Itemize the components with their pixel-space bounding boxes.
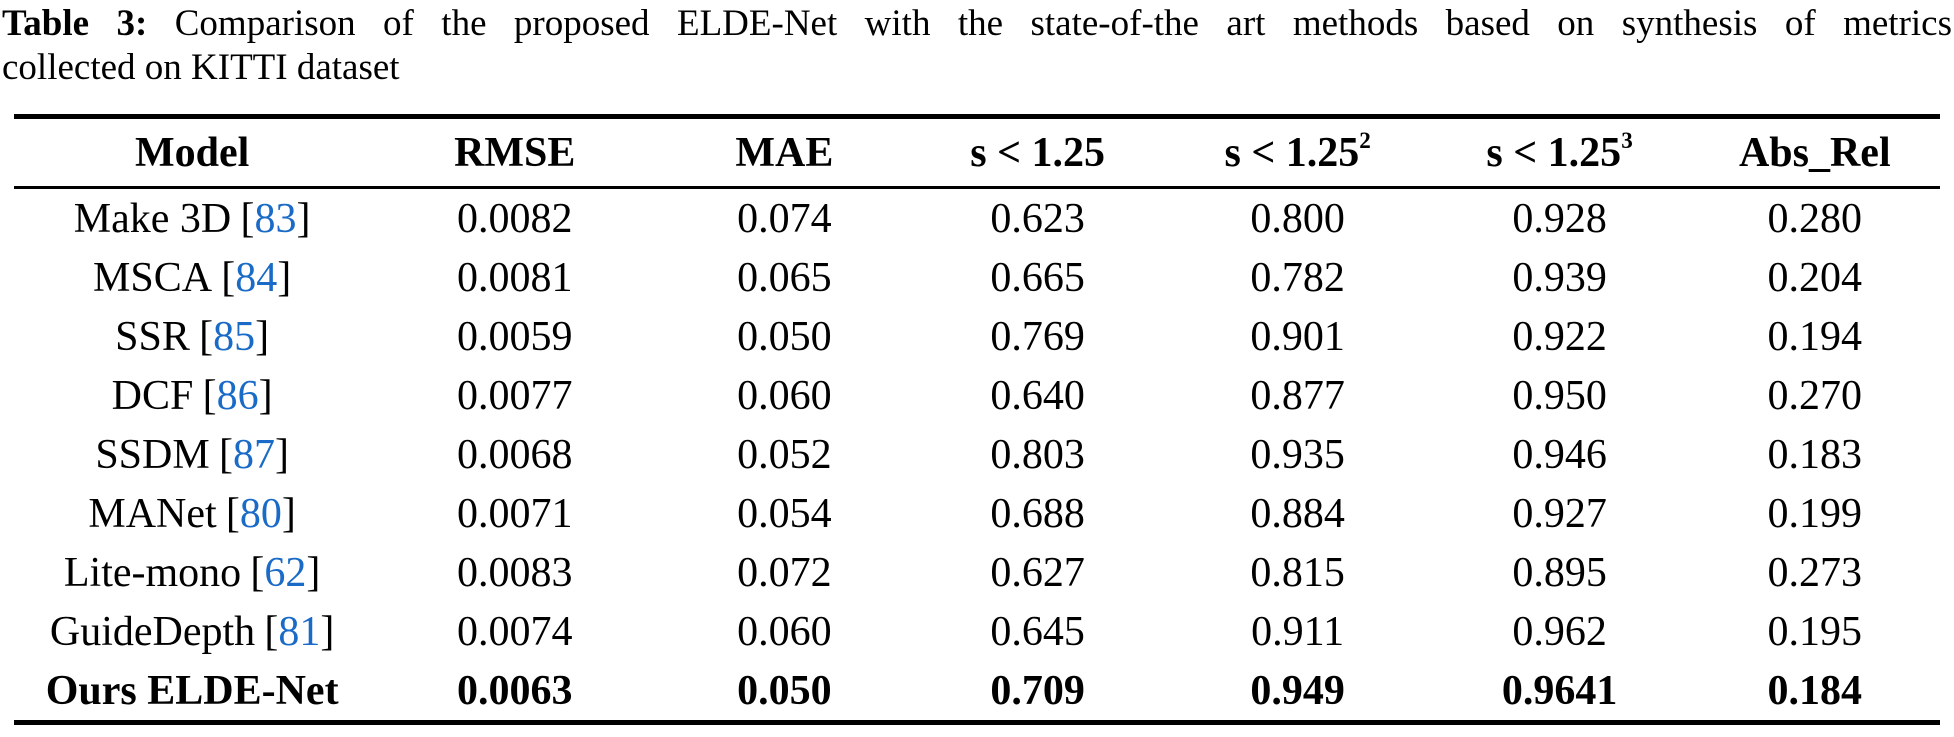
table-row: SSDM [87] 0.0068 0.052 0.803 0.935 0.946 … [14, 425, 1940, 484]
mae-cell: 0.074 [737, 195, 832, 242]
mae-cell: 0.052 [737, 431, 832, 478]
delta2-cell: 0.911 [1251, 608, 1345, 655]
delta2-cell: 0.949 [1250, 667, 1345, 714]
citation-link[interactable]: 87 [232, 431, 275, 478]
table-caption: Table 3: Comparison of the proposed ELDE… [0, 0, 1954, 90]
model-cell: GuideDepth [81] [49, 608, 335, 655]
absrel-cell: 0.194 [1767, 313, 1863, 360]
rmse-cell: 0.0074 [456, 608, 573, 655]
absrel-cell: 0.195 [1767, 608, 1863, 655]
table-row: Lite-mono [62] 0.0083 0.072 0.627 0.815 0… [14, 543, 1940, 602]
table-caption-text: Comparison of the proposed ELDE-Net with… [147, 3, 1952, 44]
table-row: Make 3D [83] 0.0082 0.074 0.623 0.800 0.9… [14, 188, 1940, 249]
delta1-cell: 0.769 [990, 313, 1085, 360]
table-row: MSCA [84] 0.0081 0.065 0.665 0.782 0.939 … [14, 248, 1940, 307]
model-cell: MSCA [84] [93, 254, 292, 301]
citation-link[interactable]: 62 [264, 549, 307, 596]
col-header-s2: s < 1.252 [1165, 116, 1430, 189]
table-caption-line1: Table 3: Comparison of the proposed ELDE… [2, 2, 1952, 46]
absrel-cell: 0.184 [1767, 667, 1863, 714]
delta1-cell: 0.645 [990, 608, 1085, 655]
model-cell: SSDM [87] [95, 431, 289, 478]
rmse-cell: 0.0083 [456, 549, 573, 596]
citation-link[interactable]: 84 [235, 254, 278, 301]
delta1-cell: 0.709 [990, 667, 1085, 714]
citation-link[interactable]: 83 [254, 195, 297, 242]
col-header-rmse: RMSE [370, 116, 660, 189]
delta2-cell: 0.935 [1250, 431, 1345, 478]
header-row: Model RMSE MAE s < 1.25 s < 1.252 s < 1.… [14, 116, 1940, 189]
mae-cell: 0.050 [737, 667, 832, 714]
absrel-cell: 0.204 [1767, 254, 1863, 301]
delta1-cell: 0.688 [990, 490, 1085, 537]
col-header-mae: MAE [659, 116, 910, 189]
mae-cell: 0.072 [737, 549, 832, 596]
model-cell: SSR [85] [115, 313, 270, 360]
table-row: DCF [86] 0.0077 0.060 0.640 0.877 0.950 0… [14, 366, 1940, 425]
table-row: MANet [80] 0.0071 0.054 0.688 0.884 0.927… [14, 484, 1940, 543]
delta2-cell: 0.901 [1250, 313, 1345, 360]
mae-cell: 0.054 [737, 490, 832, 537]
col-header-s3: s < 1.253 [1429, 116, 1690, 189]
delta3-cell: 0.9641 [1501, 667, 1618, 714]
rmse-cell: 0.0071 [456, 490, 573, 537]
delta3-cell: 0.922 [1512, 313, 1607, 360]
absrel-cell: 0.199 [1767, 490, 1863, 537]
table-row-ours: Ours ELDE-Net 0.0063 0.050 0.709 0.949 0… [14, 661, 1940, 723]
delta3-cell: 0.946 [1512, 431, 1607, 478]
delta1-cell: 0.640 [990, 372, 1085, 419]
delta3-cell: 0.927 [1512, 490, 1607, 537]
rmse-cell: 0.0068 [456, 431, 573, 478]
model-cell: Ours ELDE-Net [45, 667, 339, 714]
absrel-cell: 0.280 [1767, 195, 1863, 242]
col-header-s1: s < 1.25 [909, 116, 1166, 189]
model-cell: Make 3D [83] [73, 195, 311, 242]
absrel-cell: 0.270 [1767, 372, 1863, 419]
delta2-cell: 0.884 [1250, 490, 1345, 537]
mae-cell: 0.060 [737, 608, 832, 655]
delta2-cell: 0.800 [1250, 195, 1345, 242]
model-cell: MANet [80] [88, 490, 296, 537]
delta1-cell: 0.627 [990, 549, 1085, 596]
results-table: Model RMSE MAE s < 1.25 s < 1.252 s < 1.… [14, 114, 1940, 725]
delta3-cell: 0.939 [1512, 254, 1607, 301]
rmse-cell: 0.0081 [456, 254, 573, 301]
col-header-absrel: Abs_Rel [1689, 116, 1940, 189]
model-cell: Lite-mono [62] [63, 549, 321, 596]
model-cell: DCF [86] [111, 372, 273, 419]
citation-link[interactable]: 86 [216, 372, 259, 419]
col-header-model: Model [14, 116, 371, 189]
absrel-cell: 0.273 [1767, 549, 1863, 596]
table-row: GuideDepth [81] 0.0074 0.060 0.645 0.911 … [14, 602, 1940, 661]
delta3-cell: 0.928 [1512, 195, 1607, 242]
mae-cell: 0.065 [737, 254, 832, 301]
delta3-cell: 0.895 [1512, 549, 1607, 596]
rmse-cell: 0.0059 [456, 313, 573, 360]
delta2-cell: 0.877 [1250, 372, 1345, 419]
delta1-cell: 0.803 [990, 431, 1085, 478]
mae-cell: 0.060 [737, 372, 832, 419]
delta3-cell: 0.950 [1512, 372, 1607, 419]
rmse-cell: 0.0063 [456, 667, 573, 714]
delta1-cell: 0.623 [990, 195, 1085, 242]
delta3-cell: 0.962 [1512, 608, 1607, 655]
table-row: SSR [85] 0.0059 0.050 0.769 0.901 0.922 0… [14, 307, 1940, 366]
citation-link[interactable]: 85 [213, 313, 256, 360]
citation-link[interactable]: 81 [278, 608, 321, 655]
table-caption-line2: collected on KITTI dataset [2, 47, 400, 88]
table-caption-label: Table 3: [2, 3, 148, 44]
mae-cell: 0.050 [737, 313, 832, 360]
rmse-cell: 0.0082 [456, 195, 573, 242]
citation-link[interactable]: 80 [239, 490, 282, 537]
delta2-cell: 0.815 [1250, 549, 1345, 596]
delta1-cell: 0.665 [990, 254, 1085, 301]
rmse-cell: 0.0077 [456, 372, 573, 419]
delta2-cell: 0.782 [1250, 254, 1345, 301]
absrel-cell: 0.183 [1767, 431, 1863, 478]
